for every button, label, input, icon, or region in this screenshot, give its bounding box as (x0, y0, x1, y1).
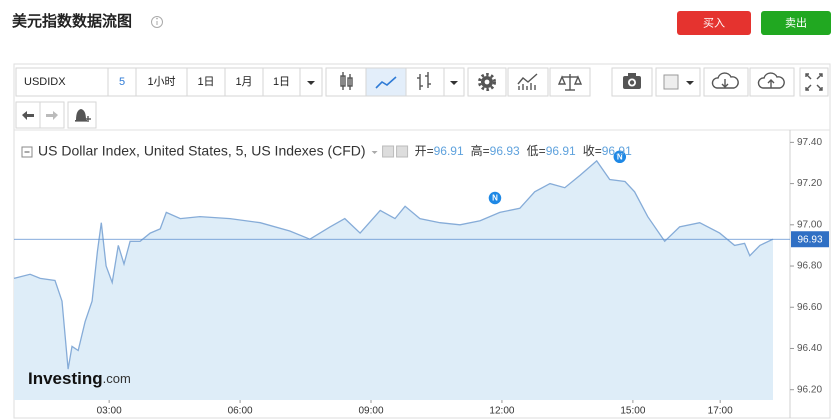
info-icon (151, 16, 163, 28)
y-tick-label: 96.80 (797, 261, 822, 272)
x-tick-label: 03:00 (97, 406, 122, 417)
camera-icon (623, 73, 641, 89)
toolbar-button[interactable] (224, 67, 264, 97)
line-button[interactable] (365, 67, 407, 97)
last-price-label: 96.93 (797, 234, 822, 245)
ohlc: 开=96.91 高=96.93 低=96.91 收=96.91 (415, 143, 633, 158)
x-tick-label: 12:00 (489, 406, 514, 417)
fullscreen-icon (805, 73, 823, 91)
toolbar-button[interactable] (262, 67, 301, 97)
series-title: US Dollar Index, United States, 5, US In… (38, 143, 366, 159)
news-marker-label[interactable]: N (492, 194, 498, 203)
save-button[interactable] (749, 67, 795, 97)
y-tick-label: 96.20 (797, 384, 822, 395)
ohlc-value: 96.91 (546, 144, 576, 158)
cloud-down-icon (711, 72, 739, 89)
color-swatch (663, 74, 679, 90)
ohlc-label: 高= (471, 143, 490, 158)
x-tick-label: 15:00 (620, 406, 645, 417)
alert-icon (75, 109, 91, 122)
watermark-suffix: .com (103, 371, 131, 386)
interval-text: 5 (119, 76, 125, 88)
ohlc-value: 96.91 (434, 144, 464, 158)
news-marker[interactable] (487, 190, 503, 206)
price-line (13, 159, 774, 370)
redo-icon (46, 111, 58, 120)
undo-icon (22, 111, 34, 120)
toolbar-button-label[interactable]: 1月 (235, 76, 252, 88)
indicators-icon (517, 73, 538, 90)
legend-caret (371, 151, 378, 154)
legend-icon (396, 145, 409, 158)
x-tick-label: 09:00 (358, 406, 383, 417)
fullscreen-button[interactable] (799, 67, 829, 97)
load-button[interactable] (703, 67, 749, 97)
legend-icon (382, 145, 395, 158)
symbol-text: USDIDX (24, 76, 66, 88)
scale-icon (557, 74, 583, 91)
x-tick-label: 06:00 (228, 406, 253, 417)
last-price-box (791, 231, 829, 248)
watermark-brand: Investing (28, 369, 103, 388)
y-tick-label: 96.60 (797, 302, 822, 313)
y-tick-label: 96.40 (797, 343, 822, 354)
x-tick-label: 17:00 (708, 406, 733, 417)
candle-button[interactable] (325, 67, 367, 97)
news-marker-label[interactable]: N (617, 152, 623, 161)
bars-button[interactable] (405, 67, 445, 97)
buy-button[interactable] (677, 11, 751, 35)
indicators-button[interactable] (507, 67, 549, 97)
snapshot-button[interactable] (611, 67, 653, 97)
interval-button[interactable] (107, 67, 137, 97)
y-tick-label: 97.40 (797, 137, 822, 148)
news-marker[interactable] (612, 149, 628, 165)
toolbar-button-label[interactable]: 1日 (273, 76, 290, 88)
sell-label[interactable]: 卖出 (785, 15, 807, 29)
toolbar-button-label[interactable]: 1小时 (147, 75, 175, 88)
page-title: 美元指数数据流图 (12, 12, 132, 30)
ohlc-label: 低= (527, 144, 546, 158)
watermark: Investing.com (28, 369, 131, 388)
toolbar-button[interactable] (135, 67, 188, 97)
y-tick-label: 97.20 (797, 178, 822, 189)
bars-icon (417, 72, 431, 90)
line-icon (375, 76, 397, 89)
ohlc-label: 开= (415, 144, 434, 158)
toolbar-button-label[interactable]: 1日 (197, 76, 214, 88)
caret (307, 81, 315, 85)
y-tick-label: 97.00 (797, 219, 822, 230)
legend: US Dollar Index, United States, 5, US In… (21, 143, 633, 159)
buy-label[interactable]: 买入 (703, 16, 725, 29)
toolbar-button[interactable] (186, 67, 226, 97)
gear-icon (478, 73, 496, 91)
candle-icon (340, 72, 353, 90)
ohlc-label: 收= (583, 144, 602, 158)
ohlc-value: 96.93 (490, 144, 520, 158)
area-fill (14, 160, 773, 400)
caret (686, 81, 694, 85)
sell-button[interactable] (761, 11, 831, 35)
ohlc-value: 96.91 (602, 144, 632, 158)
cloud-up-icon (757, 72, 785, 89)
caret (450, 81, 458, 85)
